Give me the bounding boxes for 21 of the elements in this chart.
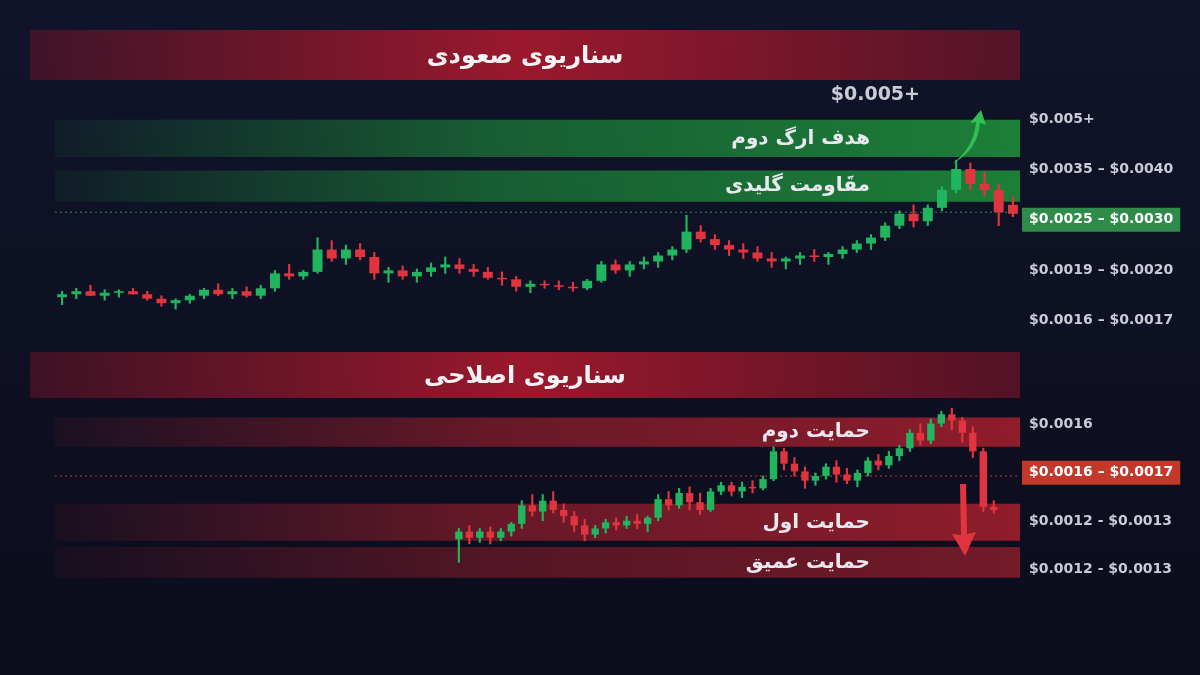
text: $0.0025 – $0.0030 (1029, 210, 1174, 227)
band-label: مقَاومت گلیدی (724, 172, 870, 197)
text: $0.005+ (1029, 109, 1095, 126)
text: $0.0012 - $0.0013 (1029, 511, 1173, 528)
candlestick (908, 204, 919, 228)
text: $0.0035 – $0.0040 (1029, 160, 1174, 177)
text: $0.005+ (830, 82, 920, 105)
text: $0.0016 – $0.0017 (1029, 311, 1174, 328)
chart-title: سناریوی اصلاحی (424, 361, 626, 389)
band-label: هدف ارگ دوم (731, 124, 870, 149)
candlestick (979, 171, 990, 197)
band-label: حمایت عمیق (745, 548, 870, 573)
text: $0.0019 – $0.0020 (1029, 260, 1174, 277)
band-label: حمایت دوم (761, 418, 870, 443)
text: $0.0016 – $0.0017 (1029, 463, 1174, 480)
text: $0.0016 (1029, 415, 1093, 432)
candlestick (383, 267, 394, 283)
candlestick (454, 258, 465, 274)
text: $0.0012 - $0.0013 (1029, 559, 1173, 576)
band-label: حمایت اول (762, 508, 870, 533)
chart-title: سناریوی صعودی (426, 41, 624, 69)
